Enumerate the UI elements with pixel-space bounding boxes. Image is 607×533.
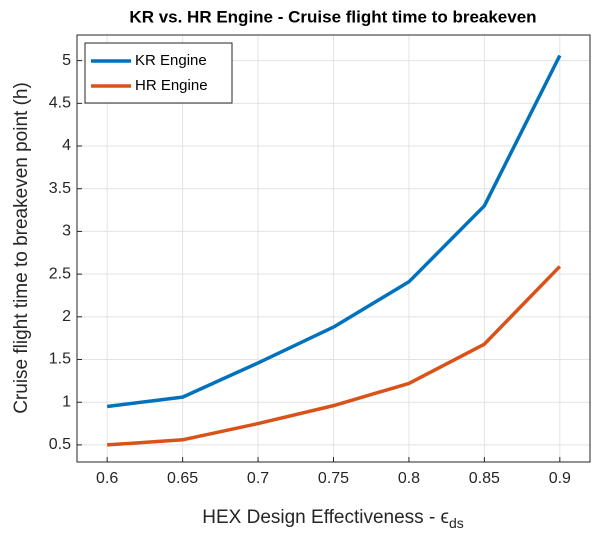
y-tick-label: 0.5 (49, 436, 71, 453)
chart-title: KR vs. HR Engine - Cruise flight time to… (129, 7, 536, 26)
data-line (107, 265, 562, 447)
plot-frame (76, 34, 591, 463)
x-tick-label: 0.7 (247, 470, 269, 487)
legend-label: KR Engine (135, 52, 207, 69)
x-axis-label-main: HEX Design Effectiveness - ϵ (202, 507, 449, 528)
x-tick-label: 0.75 (318, 470, 349, 487)
y-tick-label: 3.5 (49, 180, 71, 197)
y-tick-label: 1.5 (49, 351, 71, 368)
x-tick-label: 0.65 (167, 470, 198, 487)
legend-label: HR Engine (135, 77, 208, 94)
y-tick-label: 2 (62, 308, 71, 325)
x-tick-label: 0.9 (549, 470, 571, 487)
x-tick-label: 0.8 (398, 470, 420, 487)
x-axis-label: HEX Design Effectiveness - ϵds (202, 507, 464, 531)
legend-box (84, 42, 233, 104)
y-tick-label: 3 (62, 223, 71, 240)
y-axis-label: Cruise flight time to breakeven point (h… (11, 82, 32, 414)
x-tick-label: 0.85 (469, 470, 500, 487)
x-axis-label-subscript: ds (449, 515, 464, 531)
y-tick-label: 4.5 (49, 95, 71, 112)
x-tick-label: 0.6 (96, 470, 118, 487)
y-tick-label: 1 (62, 393, 71, 410)
data-line (106, 54, 562, 409)
y-tick-label: 2.5 (49, 265, 71, 282)
y-tick-label: 5 (62, 52, 71, 69)
y-tick-label: 4 (62, 137, 71, 154)
